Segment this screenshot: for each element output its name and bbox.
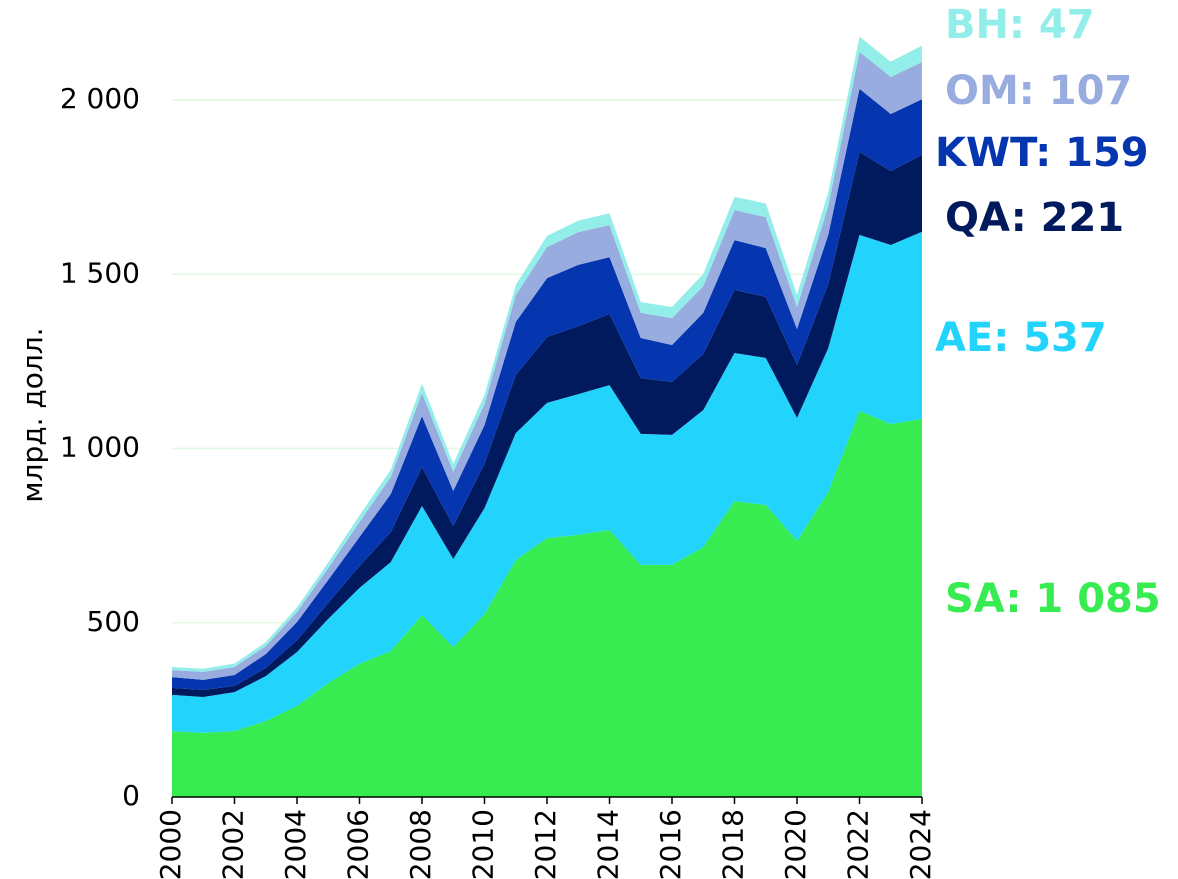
x-tick-label: 2014 [592,809,625,879]
x-tick-label: 2004 [279,809,312,879]
x-tick-label: 2000 [154,809,187,879]
area [172,410,922,797]
x-tick-label: 2022 [842,809,875,879]
end-label: OM: 107 [945,68,1132,114]
x-tick-label: 2016 [654,809,687,879]
x-tick-label: 2002 [217,809,250,879]
x-tick-label: 2008 [404,809,437,879]
area [172,51,922,680]
y-tick-label: 500 [87,605,140,638]
x-tick-label: 2012 [529,809,562,879]
area [172,88,922,691]
y-tick-label: 0 [122,779,140,812]
end-label: BH: 47 [945,2,1095,48]
y-tick-label: 2 000 [60,82,140,115]
area [172,231,922,733]
x-tick-label: 2020 [779,809,812,879]
y-tick-label: 1 500 [60,256,140,289]
area [172,151,922,697]
end-label: KWT: 159 [935,130,1149,176]
y-tick-label: 1 000 [60,431,140,464]
x-tick-label: 2024 [904,809,937,879]
area [172,36,922,672]
end-label: SA: 1 085 [945,576,1161,622]
end-label: AE: 537 [935,315,1107,361]
x-tick-label: 2018 [717,809,750,879]
end-label: QA: 221 [945,195,1124,241]
x-tick-label: 2006 [342,809,375,879]
x-tick-label: 2010 [467,809,500,879]
y-axis-label: млрд. долл. [16,327,49,502]
